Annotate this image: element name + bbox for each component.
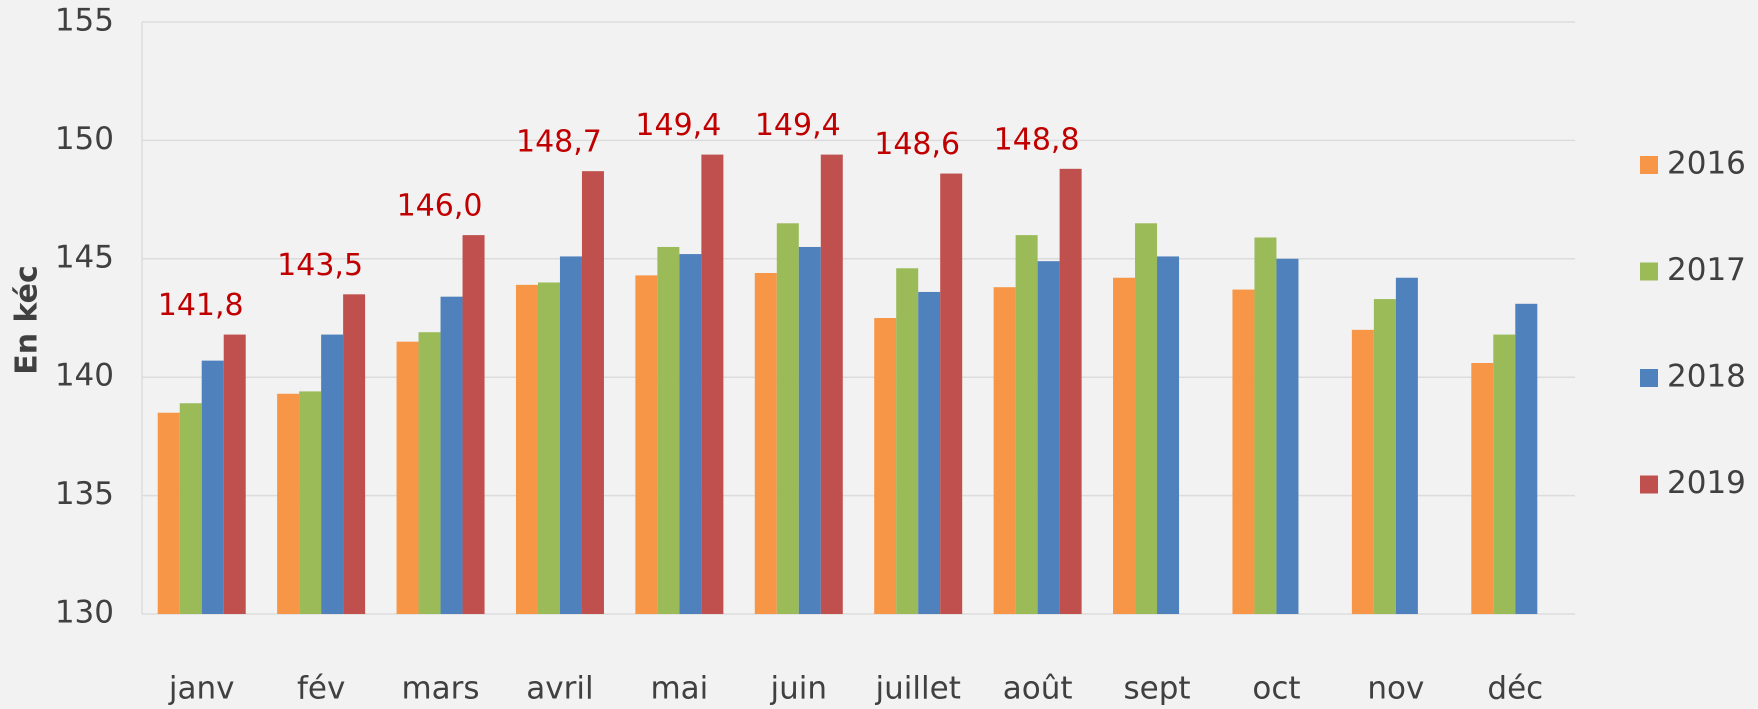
y-tick-label: 150	[55, 121, 114, 157]
x-tick-label: mai	[650, 671, 708, 707]
bar	[1471, 362, 1494, 614]
bar	[321, 334, 344, 614]
bar	[157, 412, 180, 614]
bar	[462, 235, 485, 614]
bar	[896, 268, 919, 614]
bar	[1135, 223, 1158, 614]
bar	[940, 173, 963, 614]
legend-swatch	[1640, 369, 1658, 387]
bar	[993, 287, 1016, 614]
y-axis-title: En kéc	[10, 265, 45, 375]
bar	[1015, 235, 1038, 614]
bar	[201, 360, 224, 614]
bar	[179, 403, 202, 614]
value-label: 148,8	[994, 122, 1080, 157]
x-tick-label: avril	[526, 671, 593, 707]
x-tick-label: mars	[401, 671, 479, 707]
legend-label: 2019	[1667, 465, 1746, 501]
bar	[820, 154, 843, 614]
bar	[343, 294, 366, 614]
bar	[776, 223, 799, 614]
legend-label: 2017	[1667, 252, 1746, 288]
bar	[918, 291, 941, 614]
bar	[1276, 258, 1299, 614]
bar	[1493, 334, 1516, 614]
bar	[1157, 256, 1180, 614]
value-label: 146,0	[397, 189, 483, 224]
y-tick-label: 145	[55, 239, 114, 275]
x-tick-label: août	[1003, 671, 1073, 707]
y-tick-label: 130	[55, 595, 114, 631]
bar	[1254, 237, 1277, 614]
bar	[1059, 168, 1082, 615]
bar	[396, 341, 419, 614]
bar	[1113, 277, 1136, 614]
x-tick-label: déc	[1487, 671, 1543, 707]
bar	[798, 246, 821, 614]
bar	[299, 391, 322, 614]
bar	[701, 154, 724, 614]
bar	[277, 393, 300, 614]
bar	[754, 273, 777, 614]
value-label: 149,4	[635, 108, 721, 143]
x-tick-label: nov	[1367, 671, 1424, 707]
bar	[418, 332, 441, 614]
bar	[657, 246, 680, 614]
bar	[635, 275, 658, 614]
value-label: 141,8	[158, 288, 244, 323]
bar	[581, 171, 604, 614]
y-tick-label: 135	[55, 476, 114, 512]
x-tick-label: oct	[1252, 671, 1300, 707]
y-tick-label: 155	[55, 3, 114, 39]
x-tick-label: sept	[1124, 671, 1191, 707]
bar	[223, 334, 246, 614]
value-label: 143,5	[277, 248, 363, 283]
bar	[1395, 277, 1418, 614]
bar	[1351, 329, 1374, 614]
bar	[1232, 289, 1255, 614]
legend-label: 2016	[1667, 146, 1746, 182]
bar	[537, 282, 560, 614]
value-label: 148,6	[874, 127, 960, 162]
legend-swatch	[1640, 156, 1658, 174]
value-label: 149,4	[755, 108, 841, 143]
bar	[1515, 303, 1538, 614]
bar	[515, 284, 538, 614]
x-tick-label: janv	[168, 671, 235, 707]
legend-swatch	[1640, 475, 1658, 494]
legend-swatch	[1640, 262, 1658, 281]
bar	[440, 296, 463, 614]
legend-label: 2018	[1667, 359, 1746, 395]
x-tick-label: juin	[770, 671, 828, 707]
bar	[1373, 299, 1396, 614]
x-tick-label: juillet	[875, 671, 961, 707]
value-label: 148,7	[516, 125, 602, 160]
bar	[1037, 261, 1060, 614]
bar	[874, 318, 897, 614]
x-tick-label: fév	[297, 671, 345, 707]
bar	[679, 254, 702, 614]
bar	[559, 256, 582, 614]
y-tick-label: 140	[55, 358, 114, 394]
